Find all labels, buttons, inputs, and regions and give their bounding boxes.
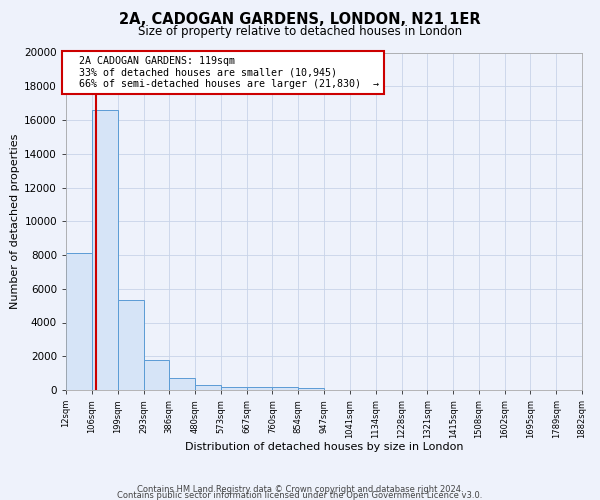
Bar [118,300,143,390]
Bar [195,385,221,390]
Text: 2A CADOGAN GARDENS: 119sqm
  33% of detached houses are smaller (10,945)
  66% o: 2A CADOGAN GARDENS: 119sqm 33% of detach… [67,56,379,89]
Text: Contains HM Land Registry data © Crown copyright and database right 2024.: Contains HM Land Registry data © Crown c… [137,485,463,494]
Text: Size of property relative to detached houses in London: Size of property relative to detached ho… [138,25,462,38]
Text: Contains public sector information licensed under the Open Government Licence v3: Contains public sector information licen… [118,491,482,500]
Bar [143,360,169,390]
X-axis label: Distribution of detached houses by size in London: Distribution of detached houses by size … [185,442,463,452]
Bar [247,387,272,390]
Text: 2A, CADOGAN GARDENS, LONDON, N21 1ER: 2A, CADOGAN GARDENS, LONDON, N21 1ER [119,12,481,28]
Bar [92,110,118,390]
Bar [272,388,298,390]
Bar [221,386,247,390]
Bar [298,388,324,390]
Bar [169,378,195,390]
Y-axis label: Number of detached properties: Number of detached properties [10,134,20,309]
Bar [66,254,92,390]
